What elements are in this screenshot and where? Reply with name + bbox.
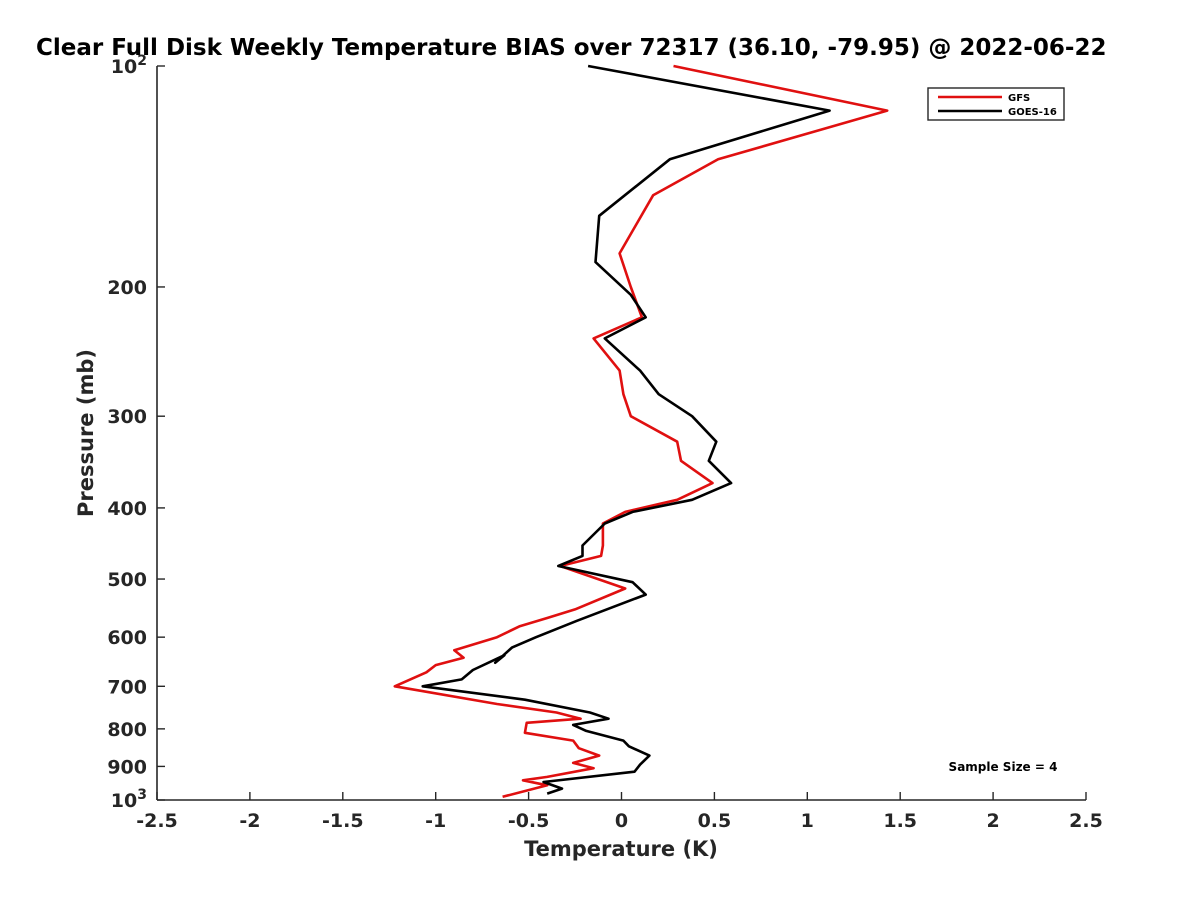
y-tick-label: 900 <box>107 756 147 778</box>
y-tick-label: 400 <box>107 498 147 520</box>
series-line-goes16 <box>421 64 831 795</box>
y-tick-label: 103 <box>111 787 147 812</box>
x-tick-label: -2.5 <box>136 810 178 832</box>
legend: GFS GOES-16 <box>927 87 1065 121</box>
legend-box <box>927 87 1065 121</box>
y-tick-label: 102 <box>111 53 147 78</box>
x-tick-label: 1 <box>801 810 814 832</box>
y-tick-label: 700 <box>107 676 147 698</box>
x-tick-label: -0.5 <box>508 810 550 832</box>
y-tick-label: 500 <box>107 569 147 591</box>
x-tick-label: 0 <box>615 810 628 832</box>
ticks-layer: -2.5 -2 -1.5 -1 -0.5 0 0.5 1 1.5 2 2.5 102 200 300 400… <box>107 53 1103 832</box>
chart-title: Clear Full Disk Weekly Temperature BIAS … <box>36 35 1106 61</box>
axes-layer <box>156 66 1086 801</box>
y-tick-label: 600 <box>107 627 147 649</box>
y-tick-label: 800 <box>107 719 147 741</box>
x-tick-label: -2 <box>239 810 260 832</box>
series-line-gfs <box>393 64 889 799</box>
y-axis-label: Pressure (mb) <box>74 349 98 517</box>
sample-size-annotation: Sample Size = 4 <box>949 760 1058 774</box>
y-tick-label: 200 <box>107 277 147 299</box>
x-tick-label: -1.5 <box>322 810 364 832</box>
x-tick-label: -1 <box>425 810 446 832</box>
x-axis-label: Temperature (K) <box>524 837 718 861</box>
x-tick-label: 0.5 <box>698 810 732 832</box>
series-layer <box>393 64 889 799</box>
x-tick-label: 1.5 <box>883 810 917 832</box>
legend-label-goes16: GOES-16 <box>1008 107 1057 118</box>
x-tick-label: 2.5 <box>1069 810 1103 832</box>
legend-label-gfs: GFS <box>1008 93 1030 104</box>
y-tick-label: 300 <box>107 406 147 428</box>
x-tick-label: 2 <box>986 810 999 832</box>
